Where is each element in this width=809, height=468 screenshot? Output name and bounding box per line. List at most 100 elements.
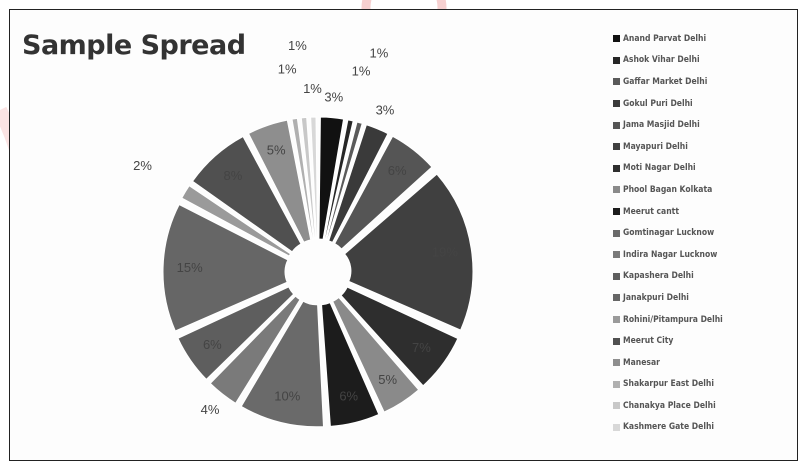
legend-swatch [613,208,620,216]
legend-item: Indira Nagar Lucknow [613,244,788,266]
legend-swatch [613,100,620,108]
legend-swatch [613,164,620,172]
pie-slice-shape [323,119,354,241]
legend-item: Moti Nagar Delhi [613,158,788,180]
pie-slice-label: 1% [303,81,322,96]
pie-slice-12 [162,203,289,332]
pie-slice-label: 6% [339,389,358,404]
pie-slice-label: 3% [376,102,395,117]
legend-item: Anand Parvat Delhi [613,28,788,50]
pie-slice-shape [328,124,389,244]
pie-slice-shape [191,135,302,253]
legend-label: Kapashera Delhi [623,271,694,282]
legend-swatch [613,35,620,43]
pie-slice-14 [191,135,302,253]
legend-label: Moti Nagar Delhi [623,163,696,174]
legend-item: Gokul Puri Delhi [613,93,788,115]
pie-slice-shape [209,295,301,404]
pie-slice-8 [321,301,380,427]
pie-slice-label: 4% [201,402,220,417]
pie-slice-label: 6% [203,337,222,352]
legend-label: Mayapuri Delhi [623,141,688,152]
legend-swatch [613,316,620,324]
legend-swatch [613,143,620,151]
pie-slice-label: 5% [378,372,397,387]
pie-slice-15 [247,119,312,243]
pie-slice-shape [300,116,317,240]
legend-item: Phool Bagan Kolkata [613,179,788,201]
pie-slice-shape [310,116,318,240]
legend-label: Phool Bagan Kolkata [623,184,713,195]
legend-item: Manesar [613,352,788,374]
chart-title: Sample Spread [22,30,246,61]
legend-swatch [613,229,620,237]
legend-label: Manesar [623,357,660,368]
legend-swatch [613,359,620,367]
pie-slice-label: 7% [412,340,431,355]
legend-item: Rohini/Pitampura Delhi [613,309,788,331]
pie-slice-shape [321,301,380,427]
legend-swatch [613,423,620,431]
pie-slice-label: 1% [370,45,389,60]
pie-slice-label: 1% [278,61,297,76]
legend-swatch [613,337,620,345]
legend-label: Indira Nagar Lucknow [623,249,718,260]
legend-item: Jama Masjid Delhi [613,114,788,136]
pie-slice-10 [209,295,301,404]
pie-slice-label: 1% [288,38,307,53]
pie-slice-shape [291,117,315,241]
pie-slice-shape [340,286,459,387]
pie-slice-shape [334,135,433,250]
pie-slice-17 [300,116,317,240]
legend-label: Meerut cantt [623,206,679,217]
pie-slice-shape [177,286,295,381]
legend-label: Chanakya Place Delhi [623,400,716,411]
legend-label: Gokul Puri Delhi [623,98,693,109]
pie-slice-label: 15% [177,260,203,275]
pie-slice-6 [340,286,459,387]
legend-item: Kashmere Gate Delhi [613,417,788,439]
pie-slice-4 [334,135,433,250]
legend-swatch [613,78,620,86]
pie-slice-16 [291,117,315,241]
legend-swatch [613,402,620,410]
pie-slice-label: 1% [352,64,371,79]
legend-item: Chanakya Place Delhi [613,395,788,417]
legend-swatch [613,186,620,194]
pie-slice-18 [310,116,318,240]
legend: Anand Parvat Delhi Ashok Vihar Delhi Gaffa… [613,28,788,438]
legend-label: Gomtinagar Lucknow [623,228,715,239]
pie-slice-shape [325,121,363,241]
pie-slice-label: 8% [223,168,242,183]
pie-slice-9 [240,300,325,428]
legend-item: Kapashera Delhi [613,266,788,288]
pie-slice-shape [247,119,312,243]
pie-slice-5 [343,173,474,331]
legend-item: Gomtinagar Lucknow [613,222,788,244]
legend-item: Ashok Vihar Delhi [613,50,788,72]
legend-swatch [613,251,620,259]
pie-slice-label: 6% [388,163,407,178]
pie-slice-label: 19% [432,245,458,260]
legend-item: Meerut City [613,330,788,352]
pie-slice-3 [328,124,389,244]
pie-slice-shape [343,173,474,331]
pie-slice-1 [323,119,354,241]
pie-slice-shape [332,296,420,413]
pie-slice-label: 3% [324,90,343,105]
legend-swatch [613,121,620,129]
legend-swatch [613,272,620,280]
legend-label: Gaffar Market Delhi [623,76,708,87]
legend-item: Shakarpur East Delhi [613,374,788,396]
legend-label: Shakarpur East Delhi [623,379,714,390]
pie-slice-label: 2% [133,158,152,173]
pie-slice-11 [177,286,295,381]
pie-slice-0 [318,116,345,240]
legend-swatch [613,294,620,302]
legend-label: Jama Masjid Delhi [623,120,700,131]
pie-slice-shape [162,203,289,332]
legend-item: Gaffar Market Delhi [613,71,788,93]
legend-item: Janakpuri Delhi [613,287,788,309]
legend-swatch [613,380,620,388]
